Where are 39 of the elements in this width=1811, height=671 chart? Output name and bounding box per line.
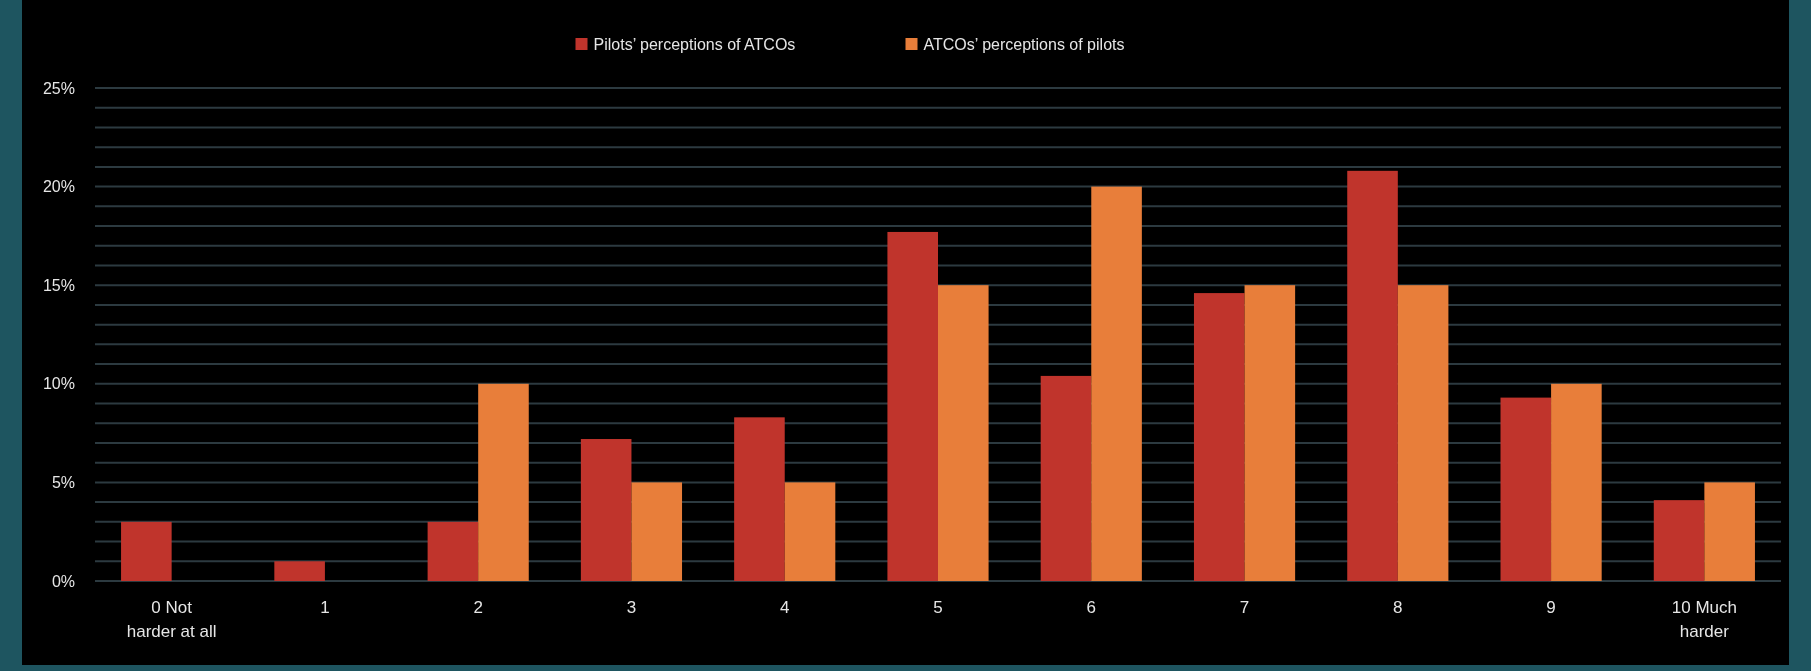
bar bbox=[938, 285, 989, 581]
x-tick-label: 7 bbox=[1239, 598, 1250, 617]
bar bbox=[1244, 285, 1296, 581]
legend-label: Pilots’ perceptions of ATCOs bbox=[593, 35, 796, 53]
bar bbox=[1704, 482, 1755, 581]
bar bbox=[580, 439, 632, 581]
x-tick-label: 8 bbox=[1393, 598, 1403, 617]
y-tick-label: 10% bbox=[42, 375, 75, 393]
bar bbox=[887, 231, 938, 581]
bar bbox=[1653, 500, 1705, 581]
y-tick-label: 5% bbox=[51, 474, 75, 491]
bar bbox=[784, 482, 836, 581]
x-tick-label: 3 bbox=[626, 598, 637, 617]
y-tick-label: 15% bbox=[42, 276, 75, 294]
bar bbox=[1193, 293, 1245, 581]
x-tick-label: 5 bbox=[933, 598, 943, 617]
y-tick-label: 0% bbox=[51, 572, 75, 590]
bar bbox=[121, 521, 172, 581]
legend-label: ATCOs’ perceptions of pilots bbox=[923, 35, 1125, 53]
bar bbox=[1091, 186, 1142, 581]
x-tick-label: 9 bbox=[1546, 598, 1556, 617]
x-tick-label: 10 Much harder bbox=[1671, 598, 1737, 641]
bar bbox=[274, 561, 325, 581]
bar bbox=[734, 417, 785, 581]
bar bbox=[1397, 285, 1449, 581]
bar bbox=[631, 482, 683, 581]
x-tick-label: 6 bbox=[1086, 598, 1097, 617]
x-tick-label: 2 bbox=[473, 598, 483, 617]
x-tick-label: 0 Not harder at all bbox=[126, 598, 217, 641]
bar bbox=[1347, 170, 1398, 581]
bar bbox=[478, 383, 529, 581]
x-tick-label: 4 bbox=[779, 598, 790, 617]
y-tick-label: 20% bbox=[42, 178, 75, 196]
y-tick-label: 25% bbox=[42, 79, 75, 97]
x-tick-label: 1 bbox=[320, 598, 330, 617]
bar bbox=[427, 521, 479, 581]
bar bbox=[1551, 383, 1602, 581]
bar bbox=[1500, 397, 1552, 581]
bar bbox=[1040, 375, 1092, 581]
